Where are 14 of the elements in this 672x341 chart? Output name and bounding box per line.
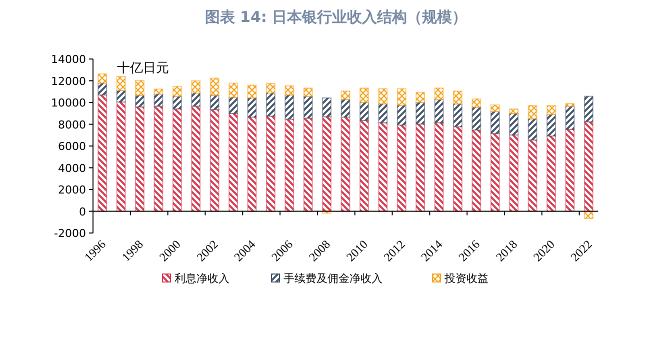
y-tick-label: 12000 [51,74,86,88]
y-tick-label: -2000 [54,227,86,240]
annotation: 十亿日元 [117,61,169,76]
y-tick-label: 8000 [58,118,86,132]
chart-title: 图表 14: 日本银行业收入结构（规模） [204,8,468,26]
y-tick-label: 10000 [51,96,86,110]
legend-label: 利息净收入 [174,272,230,285]
y-tick-label: 0 [79,205,86,218]
legend-label: 手续费及佣金净收入 [284,272,382,285]
y-tick-label: 4000 [58,162,86,175]
legend-label: 投资收益 [444,272,488,285]
y-tick-label: 14000 [51,53,86,66]
y-tick-label: 2000 [58,184,86,196]
y-tick-label: 6000 [58,140,86,153]
